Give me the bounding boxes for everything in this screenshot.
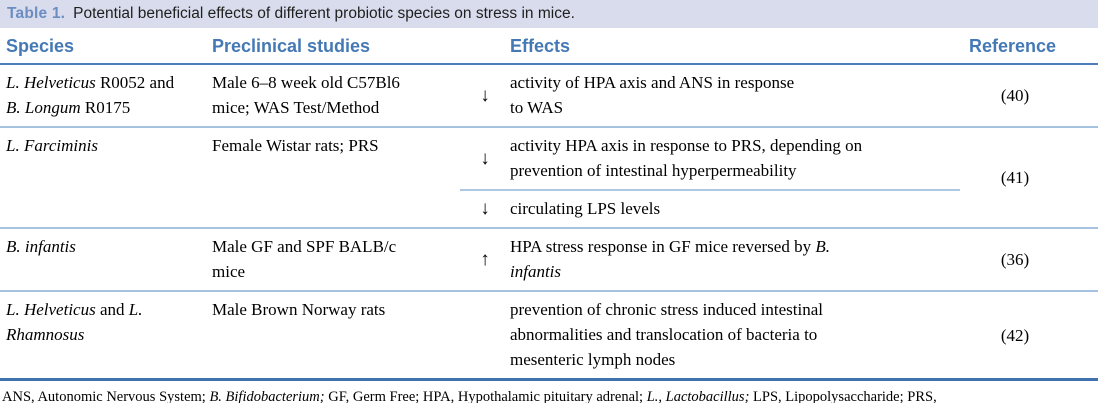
species-cell: L. Farciminis [6,136,98,155]
species-cell: B. infantis [6,237,76,256]
caption-bar: Table 1. Potential beneficial effects of… [0,0,1098,28]
preclinical-cell: Female Wistar rats; PRS [212,136,379,155]
effect-text: activity of HPA axis and ANS in response… [510,73,795,117]
effect-entry: prevention of chronic stress induced int… [460,292,960,378]
effect-text: prevention of chronic stress induced int… [510,300,823,369]
table-row: L. Helveticus R0052 and B. Longum R0175 Ma… [0,65,1098,126]
effect-entry: ↓ activity of HPA axis and ANS in respons… [460,65,960,126]
effects-cell: prevention of chronic stress induced int… [460,292,960,378]
preclinical-cell: Male Brown Norway rats [212,300,386,319]
table-body: L. Helveticus R0052 and B. Longum R0175 Ma… [0,65,1098,381]
table-header-row: Species Preclinical studies Effects Refe… [0,28,1098,65]
reference-cell: (36) [1000,250,1030,269]
down-arrow-icon: ↓ [480,84,490,106]
effects-cell: ↓ activity HPA axis in response to PRS, d… [460,128,960,227]
down-arrow-icon: ↓ [480,147,490,169]
reference-cell: (40) [1000,86,1030,105]
column-header-effects: Effects [510,36,571,56]
no-arrow [460,297,510,372]
effect-text: activity HPA axis in response to PRS, de… [510,136,863,180]
species-cell: L. Helveticus R0052 and B. Longum R0175 [6,73,175,117]
footnote: ANS, Autonomic Nervous System; B. Bifido… [2,389,937,403]
effects-cell: ↑ HPA stress response in GF mice reversed… [460,229,960,290]
effect-text: circulating LPS levels [510,199,661,218]
down-arrow-icon: ↓ [480,198,490,219]
column-header-reference: Reference [968,36,1056,56]
column-header-species: Species [6,36,75,56]
table-row: L. Helveticus and L. Rhamnosus Male Brown … [0,290,1098,378]
table-title: Potential beneficial effects of differen… [73,5,575,22]
up-arrow-icon: ↑ [480,248,490,270]
effect-text: HPA stress response in GF mice reversed … [510,237,830,281]
preclinical-cell: Male GF and SPF BALB/c mice [212,237,397,281]
preclinical-cell: Male 6–8 week old C57Bl6 mice; WAS Test/M… [212,73,400,117]
table-row: L. Farciminis Female Wistar rats; PRS ↓ act… [0,126,1098,227]
reference-cell: (42) [1000,325,1030,345]
effect-entry: ↓ circulating LPS levels [460,191,960,227]
reference-cell: (41) [1000,168,1030,187]
effect-entry: ↑ HPA stress response in GF mice reversed… [460,229,960,290]
column-header-preclinical: Preclinical studies [212,36,371,56]
species-cell: L. Helveticus and L. Rhamnosus [6,300,143,344]
table-label: Table 1. [7,5,66,22]
effect-entry: ↓ activity HPA axis in response to PRS, d… [460,128,960,191]
table-row: B. infantis Male GF and SPF BALB/c mice ↑ HP… [0,227,1098,290]
effects-cell: ↓ activity of HPA axis and ANS in respons… [460,65,960,126]
